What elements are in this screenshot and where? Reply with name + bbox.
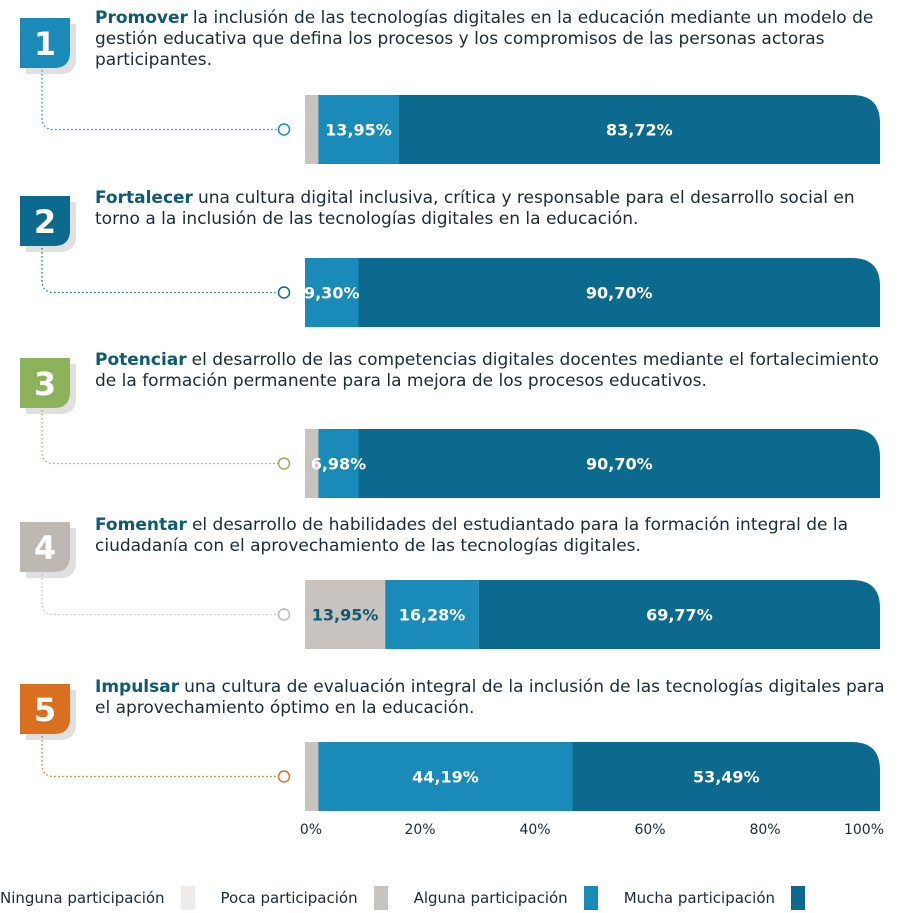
item-body: el desarrollo de las competencias digita…: [95, 350, 879, 391]
connector-dot: [277, 286, 291, 299]
legend-label: Alguna participación: [413, 889, 568, 907]
value-label: 53,49%: [693, 768, 760, 787]
badge: [20, 18, 70, 68]
item-body: una cultura digital inclusiva, crítica y…: [95, 188, 855, 229]
value-label: 16,28%: [399, 606, 466, 625]
item-text: Promover la inclusión de las tecnologías …: [95, 8, 885, 71]
value-label: 44,19%: [412, 768, 479, 787]
legend-entry: Ninguna participación: [0, 886, 221, 910]
connector: [41, 736, 278, 778]
item-text: Fomentar el desarrollo de habilidades del…: [95, 515, 885, 557]
value-label: 90,70%: [586, 284, 653, 303]
bar-segment: [358, 429, 880, 498]
item-body: la inclusión de las tecnologías digitale…: [95, 8, 874, 70]
value-label: 13,95%: [312, 606, 379, 625]
x-tick-label: 20%: [404, 822, 435, 838]
connector-dot: [277, 123, 291, 136]
bar-segment: [305, 429, 319, 498]
bar-segment: [318, 95, 399, 164]
value-label: 6,98%: [311, 455, 367, 474]
bar-segment: [358, 258, 880, 327]
legend-label: Poca participación: [220, 889, 358, 907]
bar-segment: [398, 95, 880, 164]
item-text: Fortalecer una cultura digital inclusiva,…: [95, 188, 885, 230]
item-bold: Fomentar: [95, 515, 187, 535]
bar-segment: [305, 580, 386, 649]
badge: [20, 522, 70, 572]
x-tick-label: 60%: [634, 822, 665, 838]
badge: [20, 196, 70, 246]
badge: [20, 684, 70, 734]
x-tick-label: 100%: [844, 822, 884, 838]
connector-dot: [277, 770, 291, 783]
bar-group: [305, 580, 880, 649]
legend-label: Mucha participación: [623, 889, 776, 907]
legend-swatch: [583, 886, 598, 910]
legend-entry: Alguna participación: [414, 886, 624, 910]
item-text: Impulsar una cultura de evaluación integr…: [95, 677, 885, 719]
connector: [41, 574, 278, 616]
value-label: 83,72%: [606, 121, 673, 140]
bar-group: [305, 258, 880, 327]
connector: [41, 410, 278, 465]
badge-number: 1: [34, 25, 56, 63]
item-body: una cultura de evaluación integral de la…: [95, 677, 885, 718]
badge-number: 5: [34, 691, 56, 729]
legend-label: Ninguna participación: [0, 889, 165, 907]
legend: Ninguna participación Poca participación A…: [0, 886, 921, 910]
bar-segment: [318, 742, 573, 811]
item-bold: Impulsar: [95, 677, 180, 697]
value-label: 90,70%: [586, 455, 653, 474]
bar-segment: [305, 258, 359, 327]
item-body: el desarrollo de habilidades del estudia…: [95, 515, 849, 556]
legend-swatch: [791, 886, 806, 910]
legend-swatch: [180, 886, 195, 910]
bar-segment: [305, 95, 319, 164]
legend-entry: Poca participación: [221, 886, 414, 910]
legend-entry: Mucha participación: [624, 886, 831, 910]
bar-segment: [478, 580, 880, 649]
connector: [41, 248, 278, 294]
value-label: 9,30%: [304, 284, 360, 303]
x-tick-label: 0%: [300, 822, 322, 838]
badge: [20, 358, 70, 408]
badge-number: 4: [34, 529, 56, 567]
item-text: Potenciar el desarrollo de las competenci…: [95, 350, 885, 392]
badge-number: 3: [34, 365, 56, 403]
bar-segment: [572, 742, 880, 811]
item-bold: Promover: [95, 8, 188, 28]
bar-group: [305, 742, 880, 811]
value-label: 13,95%: [325, 121, 392, 140]
connector: [41, 70, 278, 131]
x-tick-label: 80%: [749, 822, 780, 838]
bar-segment: [318, 429, 359, 498]
bar-segment: [385, 580, 479, 649]
item-bold: Potenciar: [95, 350, 187, 370]
value-label: 69,77%: [646, 606, 713, 625]
badge-number: 2: [34, 203, 56, 241]
bar-group: [305, 95, 880, 164]
bar-group: [305, 429, 880, 498]
x-tick-label: 40%: [519, 822, 550, 838]
legend-swatch: [373, 886, 388, 910]
item-bold: Fortalecer: [95, 188, 193, 208]
connector-dot: [277, 608, 291, 621]
bar-segment: [305, 742, 319, 811]
connector-dot: [277, 457, 291, 470]
